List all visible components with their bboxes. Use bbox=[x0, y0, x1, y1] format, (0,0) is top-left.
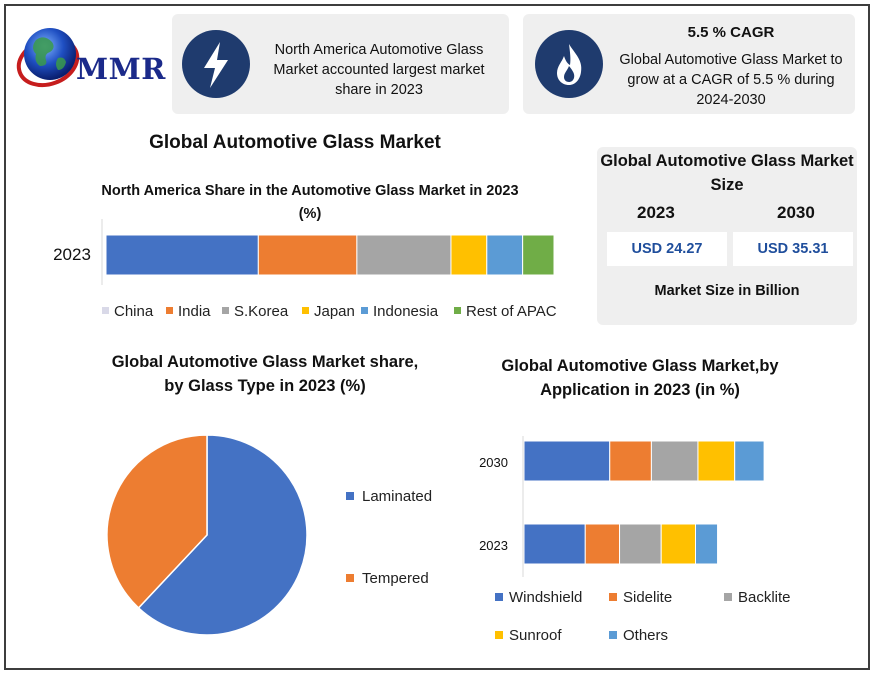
na-legend-item-india: India bbox=[166, 303, 211, 320]
na-bar-indonesia bbox=[486, 234, 524, 276]
market-size-note: Market Size in Billion bbox=[654, 283, 800, 299]
pie-legend-swatch bbox=[346, 574, 354, 582]
cagr-headline: 5.5 % CAGR bbox=[687, 24, 775, 41]
na-legend-label: Indonesia bbox=[373, 303, 439, 320]
market-size-year-2023: 2023 bbox=[637, 203, 675, 222]
largest-share-card: North America Automotive Glass Market ac… bbox=[172, 14, 509, 114]
market-size-box: Global Automotive Glass Market Size 2023… bbox=[597, 147, 857, 325]
na-legend-swatch bbox=[222, 307, 229, 314]
application-bar-sidelite-2023 bbox=[584, 523, 621, 565]
application-legend-item-sidelite: Sidelite bbox=[609, 589, 672, 606]
application-bar-sidelite-2030 bbox=[609, 440, 652, 482]
lightning-icon bbox=[182, 30, 250, 98]
application-bar-sunroof-2030 bbox=[697, 440, 736, 482]
na-legend-item-rest-of-apac: Rest of APAC bbox=[454, 303, 557, 320]
cagr-text: Global Automotive Glass Market to grow a… bbox=[619, 52, 843, 108]
pie-legend-label: Laminated bbox=[362, 488, 432, 505]
pie-slice-tempered bbox=[106, 434, 208, 609]
cagr-card: 5.5 % CAGR Global Automotive Glass Marke… bbox=[523, 14, 855, 114]
na-legend-label: India bbox=[178, 303, 211, 320]
application-bar-sunroof-2023 bbox=[660, 523, 696, 565]
pie-slice-laminated bbox=[137, 434, 308, 636]
pie-legend-label: Tempered bbox=[362, 570, 429, 587]
market-size-value-2030: USD 35.31 bbox=[733, 232, 853, 266]
pie-legend-swatch bbox=[346, 492, 354, 500]
application-legend-label: Backlite bbox=[738, 589, 791, 606]
na-legend-swatch bbox=[166, 307, 173, 314]
na-legend-label: Japan bbox=[314, 303, 355, 320]
application-chart: 2030 2023 Windshield Sidelite Backlite Sunro… bbox=[479, 436, 791, 644]
application-legend-item-windshield: Windshield bbox=[495, 589, 582, 606]
application-legend-item-backlite: Backlite bbox=[724, 589, 791, 606]
application-chart-title: Global Automotive Glass Market,by Applic… bbox=[501, 357, 779, 399]
application-legend-label: Windshield bbox=[509, 589, 582, 606]
application-legend-item-others: Others bbox=[609, 627, 668, 644]
na-chart-title: North America Share in the Automotive Gl… bbox=[101, 183, 519, 222]
na-legend-swatch bbox=[361, 307, 368, 314]
application-legend-swatch bbox=[609, 593, 617, 601]
application-bar-backlite-2023 bbox=[619, 523, 662, 565]
market-size-title: Global Automotive Glass Market Size bbox=[600, 152, 854, 194]
application-category-label: 2023 bbox=[479, 538, 508, 553]
na-category-label: 2023 bbox=[53, 245, 91, 264]
na-legend-label: China bbox=[114, 303, 154, 320]
application-legend-swatch bbox=[495, 631, 503, 639]
main-title: Global Automotive Glass Market bbox=[149, 132, 441, 153]
application-legend-label: Sidelite bbox=[623, 589, 672, 606]
na-bar-japan bbox=[450, 234, 488, 276]
na-legend-swatch bbox=[102, 307, 109, 314]
application-bar-others-2023 bbox=[695, 523, 719, 565]
application-legend-swatch bbox=[724, 593, 732, 601]
na-legend-item-china: China bbox=[102, 303, 154, 320]
application-category-label: 2030 bbox=[479, 455, 508, 470]
application-bar-backlite-2030 bbox=[650, 440, 699, 482]
logo-text: MMR bbox=[76, 52, 166, 86]
market-size-value-2023: USD 24.27 bbox=[607, 232, 727, 266]
na-legend-swatch bbox=[454, 307, 461, 314]
application-legend-swatch bbox=[495, 593, 503, 601]
flame-icon bbox=[535, 30, 603, 98]
na-legend-item-japan: Japan bbox=[302, 303, 355, 320]
na-legend-item-s-korea: S.Korea bbox=[222, 303, 289, 320]
na-legend-label: Rest of APAC bbox=[466, 303, 557, 320]
na-bar-s-korea bbox=[356, 234, 452, 276]
pie-legend-item-tempered: Tempered bbox=[346, 570, 429, 587]
pie-chart-title: Global Automotive Glass Market share, by… bbox=[111, 353, 419, 395]
na-bar-rest-of-apac bbox=[522, 234, 555, 276]
na-share-chart: 2023 China India S.Korea Japan Indonesia Rest… bbox=[53, 219, 557, 320]
application-bar-others-2030 bbox=[734, 440, 765, 482]
application-legend-label: Sunroof bbox=[509, 627, 562, 644]
application-legend-item-sunroof: Sunroof bbox=[495, 627, 562, 644]
na-bar-china bbox=[105, 234, 259, 276]
glass-type-pie-chart: Laminated Tempered bbox=[106, 434, 432, 636]
na-bar-india bbox=[257, 234, 358, 276]
mmr-logo: MMR bbox=[14, 18, 179, 98]
market-size-year-2030: 2030 bbox=[777, 203, 815, 222]
application-bar-windshield-2030 bbox=[523, 440, 611, 482]
pie-legend-item-laminated: Laminated bbox=[346, 488, 432, 505]
largest-share-text: North America Automotive Glass Market ac… bbox=[273, 42, 485, 98]
globe-icon bbox=[16, 28, 80, 88]
application-bar-windshield-2023 bbox=[523, 523, 586, 565]
application-legend-label: Others bbox=[623, 627, 668, 644]
na-legend-item-indonesia: Indonesia bbox=[361, 303, 439, 320]
na-legend-swatch bbox=[302, 307, 309, 314]
na-legend-label: S.Korea bbox=[234, 303, 289, 320]
application-legend-swatch bbox=[609, 631, 617, 639]
